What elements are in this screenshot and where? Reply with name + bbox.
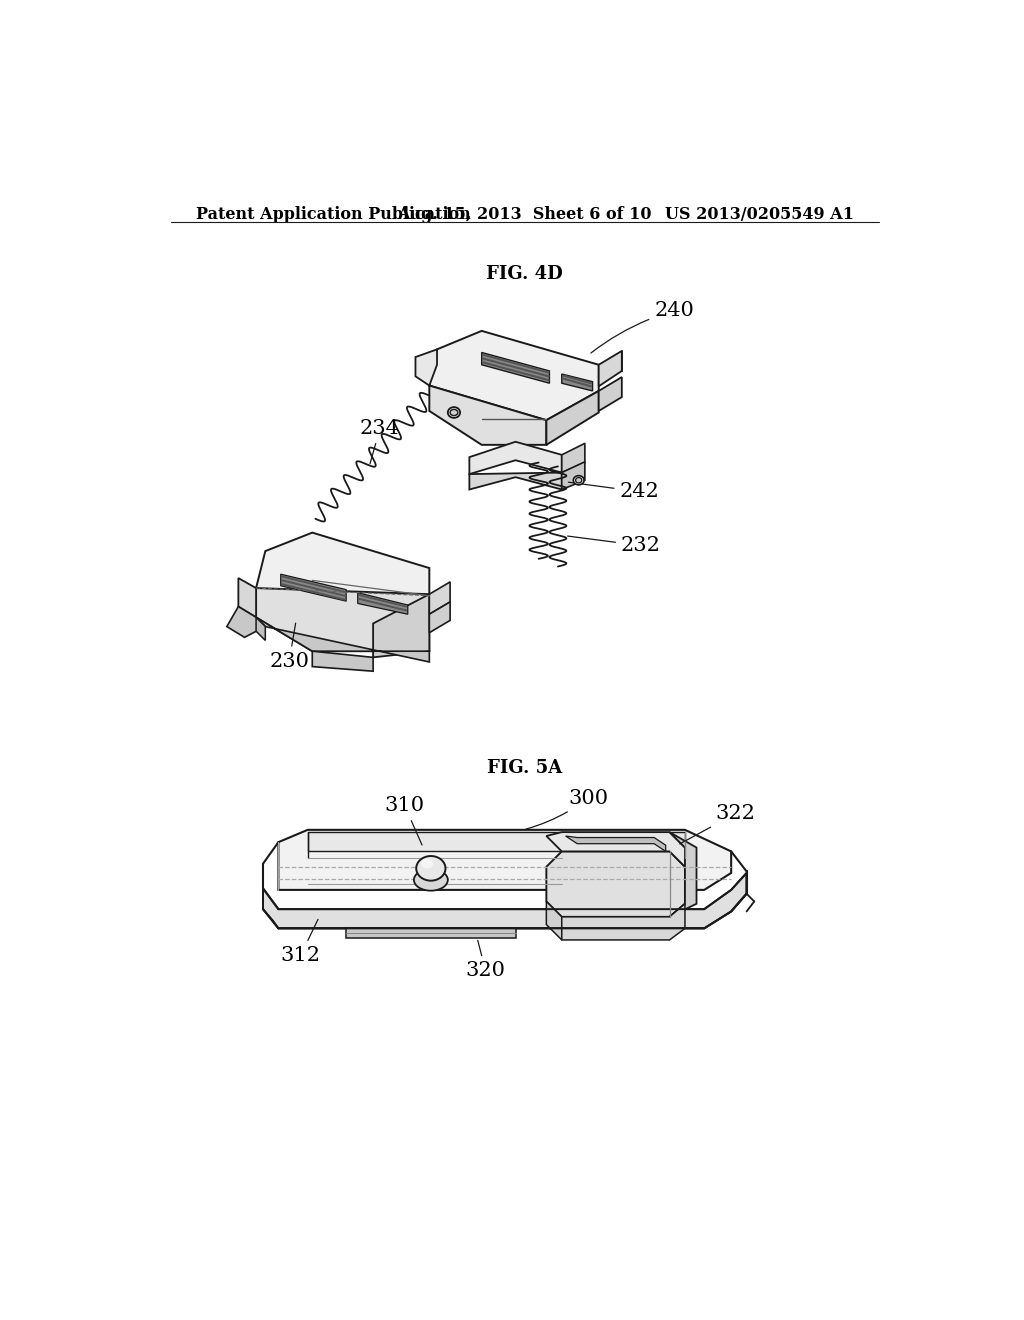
Polygon shape (599, 351, 622, 387)
Ellipse shape (575, 478, 582, 483)
Ellipse shape (451, 409, 458, 416)
Ellipse shape (414, 869, 447, 891)
Text: 242: 242 (568, 482, 659, 502)
Polygon shape (357, 593, 408, 614)
Polygon shape (429, 385, 547, 445)
Polygon shape (481, 352, 550, 383)
Text: 230: 230 (269, 623, 309, 671)
Polygon shape (256, 533, 429, 623)
Polygon shape (226, 607, 265, 638)
Polygon shape (307, 832, 685, 851)
Polygon shape (256, 589, 429, 651)
Polygon shape (469, 473, 562, 490)
Text: 312: 312 (281, 919, 321, 965)
Polygon shape (547, 851, 685, 917)
Text: 300: 300 (526, 788, 608, 829)
Text: 310: 310 (385, 796, 425, 845)
Text: US 2013/0205549 A1: US 2013/0205549 A1 (665, 206, 854, 223)
Polygon shape (562, 374, 593, 391)
Polygon shape (599, 378, 622, 411)
Polygon shape (256, 618, 265, 640)
Text: 232: 232 (567, 536, 660, 556)
Polygon shape (562, 462, 585, 490)
Polygon shape (547, 832, 685, 867)
Text: FIG. 4D: FIG. 4D (486, 264, 563, 282)
Polygon shape (263, 873, 746, 928)
Polygon shape (429, 582, 451, 614)
Ellipse shape (447, 407, 460, 418)
Polygon shape (346, 928, 515, 937)
Text: 240: 240 (591, 301, 694, 352)
Polygon shape (281, 574, 346, 601)
Polygon shape (312, 651, 373, 671)
Ellipse shape (573, 475, 584, 484)
Polygon shape (547, 902, 562, 940)
Polygon shape (670, 832, 696, 917)
Polygon shape (239, 578, 256, 618)
Text: 322: 322 (680, 804, 756, 843)
Ellipse shape (416, 857, 445, 880)
Polygon shape (469, 442, 562, 474)
Polygon shape (373, 594, 429, 657)
Polygon shape (565, 836, 666, 851)
Polygon shape (562, 904, 685, 940)
Polygon shape (547, 391, 599, 445)
Text: Patent Application Publication: Patent Application Publication (196, 206, 471, 223)
Text: 320: 320 (466, 940, 506, 981)
Polygon shape (562, 444, 585, 473)
Polygon shape (429, 331, 599, 420)
Polygon shape (429, 602, 451, 632)
Text: Aug. 15, 2013  Sheet 6 of 10: Aug. 15, 2013 Sheet 6 of 10 (397, 206, 652, 223)
Text: FIG. 5A: FIG. 5A (487, 759, 562, 777)
Polygon shape (416, 350, 437, 385)
Ellipse shape (421, 859, 433, 869)
Text: 234: 234 (360, 418, 400, 463)
Polygon shape (256, 618, 429, 663)
Polygon shape (279, 830, 731, 890)
